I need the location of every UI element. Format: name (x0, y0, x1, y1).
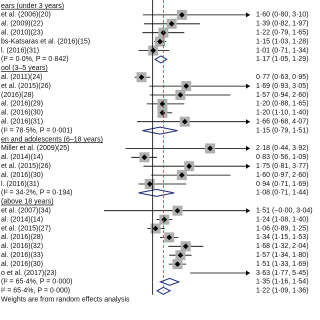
ci-label: 1·15 (1·03, 1·28) (256, 38, 309, 45)
point-estimate (174, 261, 181, 267)
subtotal-diamond (142, 126, 178, 135)
ci-label: 1·69 (0·93, 3·05) (256, 83, 309, 90)
ci-arrow (246, 12, 250, 18)
study-label: al. (2016)(30) (1, 172, 43, 179)
header-label: ears (under 3 years) (1, 3, 64, 10)
overall-label: I² = 65·4%, P = 0·000) (1, 288, 70, 295)
study-label: et al. (2015)(27) (1, 225, 51, 232)
ci-label: 1·22 (0·79, 1·65) (256, 30, 309, 37)
subtotal-diamond (138, 188, 175, 197)
plot-area (104, 9, 250, 295)
ci-label: 1·22 (1·09, 1·36) (256, 288, 309, 295)
study-label: bs-Katsaras et al. (2016)(15) (1, 38, 90, 45)
ci-arrow (246, 270, 250, 276)
point-estimate (174, 207, 181, 214)
study-label: o et al. (2017)(23) (1, 270, 57, 277)
note-label: Weights are from random effects analysis (1, 297, 130, 304)
point-estimate (159, 101, 166, 107)
study-label: l. (2016)(31) (1, 181, 39, 188)
ci-label: 1·60 (0·97, 2·60) (256, 172, 309, 179)
point-estimate (181, 118, 188, 125)
study-label: al. (2014)(14) (1, 154, 43, 161)
point-estimate (138, 74, 145, 80)
ci-label: 1·51 (−0·00, 3·04) (256, 208, 313, 215)
study-label: et al. (2006)(20) (1, 12, 51, 19)
point-estimate (150, 47, 156, 54)
study-label: al. (2016)(30) (1, 110, 43, 117)
subtotal-label: (I² = 0·0%, P = 0·842) (1, 56, 69, 63)
ci-label: 1·01 (0·71, 1·34) (256, 47, 309, 54)
point-estimate (159, 110, 166, 116)
point-estimate (161, 216, 168, 223)
study-label: al. (2016)(33) (1, 252, 43, 259)
study-label: al. (2016)(32) (1, 243, 43, 250)
point-estimate (177, 92, 184, 98)
point-estimate (166, 234, 173, 241)
subtotal-diamond (159, 277, 181, 286)
study-label: Miller et al. (2009)(25) (1, 145, 69, 152)
study-label: al. (2016)(28) (1, 234, 43, 241)
study-label: al. (2014)(14) (1, 216, 43, 223)
ci-label: 3·63 (1·77, 5·45) (256, 270, 309, 277)
header-label: ool (3–5 years) (1, 65, 48, 72)
ci-label: 1·75 (0·81, 3·77) (256, 163, 309, 170)
ci-label: 1·20 (0·88, 1·65) (256, 101, 309, 108)
ci-label: 1·08 (0·71, 1·44) (256, 190, 309, 197)
point-estimate (152, 225, 159, 232)
ci-label: 0·77 (0·63, 0·95) (256, 74, 309, 81)
ci-label: 1·57 (1·34, 1·80) (256, 252, 309, 259)
study-label: al. (2016)(31) (1, 119, 43, 126)
point-estimate (146, 181, 153, 187)
ci-arrow (246, 83, 250, 89)
study-label: et al. (2015)(26) (1, 83, 51, 90)
ci-label: 1·20 (1·10, 1·40) (256, 110, 309, 117)
study-label: al. (2009)(22) (1, 21, 43, 28)
ci-label: 1·15 (0·79, 1·51) (256, 127, 309, 134)
point-estimate (157, 38, 163, 45)
point-estimate (179, 12, 185, 18)
ci-label: 1·39 (0·82, 1·97) (256, 21, 309, 28)
study-label: al. (2016)(29) (1, 101, 43, 108)
point-estimate (186, 163, 192, 169)
study-label: (2016)(28) (1, 92, 34, 99)
ci-label: 0·94 (0·71, 1·69) (256, 181, 309, 188)
subtotal-label: (I² = 34·2%, P = 0·194) (1, 190, 72, 197)
ci-label: 2·18 (0·44, 3·92) (256, 145, 309, 152)
ci-label: 1·60 (0·80, 3·10) (256, 12, 309, 19)
ci-label: 1·17 (1·05, 1·29) (256, 56, 309, 63)
study-label: al. (2016)(30) (1, 261, 43, 268)
header-label: (above 18 years) (1, 199, 54, 206)
point-estimate (207, 145, 213, 152)
point-estimate (182, 243, 189, 250)
ci-label: 1·35 (1·16, 1·54) (256, 279, 309, 286)
study-label: et al. (2015)(26) (1, 163, 51, 170)
ci-label: 1·68 (1·32, 2·04) (256, 243, 309, 250)
ci-arrow (246, 208, 250, 214)
study-label: l. (2016)(31) (1, 47, 39, 54)
point-estimate (141, 154, 148, 161)
point-estimate (177, 252, 184, 258)
ci-label: 1·57 (0·94, 2·60) (256, 92, 309, 99)
subtotal-diamond (154, 55, 168, 64)
ci-label: 1·24 (1·08, 1·40) (256, 216, 309, 223)
study-label: al. (2010)(23) (1, 30, 43, 37)
point-estimate (168, 21, 175, 27)
ci-arrow (246, 145, 250, 151)
ci-arrow (246, 163, 250, 169)
point-estimate (183, 83, 190, 89)
point-estimate (179, 172, 185, 178)
study-label: et al. (2007)(34) (1, 208, 51, 215)
ci-label: 0·83 (0·56, 1·09) (256, 154, 309, 161)
subtotal-label: (I² = 78·5%, P = 0·001) (1, 127, 72, 134)
subtotal-label: (I² = 65·4%, P = 0·000) (1, 279, 72, 286)
ci-label: 1·66 (0·68, 4·07) (256, 119, 309, 126)
study-label: al. (2011)(24) (1, 74, 43, 81)
ci-label: 1·06 (0·89, 1·25) (256, 225, 309, 232)
header-label: en and adolescents (6–18 years) (1, 136, 103, 143)
ci-label: 1·51 (1·33, 1·69) (256, 261, 309, 268)
ci-label: 1·34 (1·15, 1·53) (256, 234, 309, 241)
ci-arrow (246, 119, 250, 125)
